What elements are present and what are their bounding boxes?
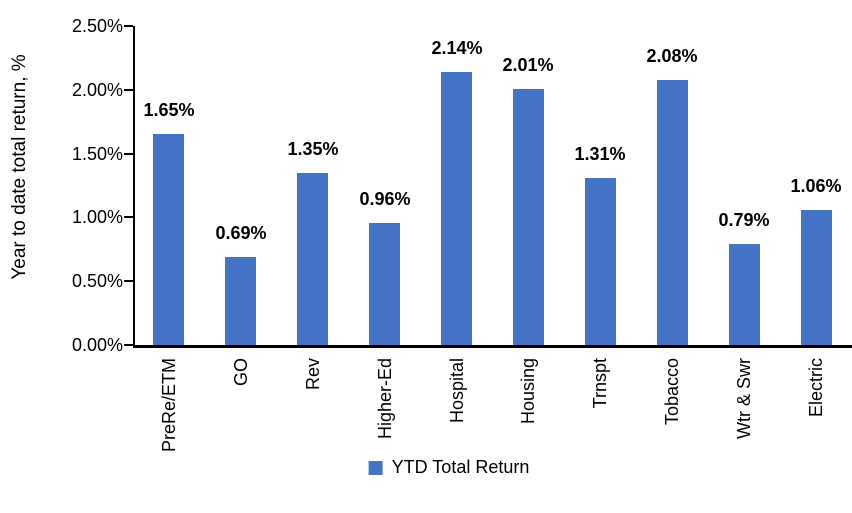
- legend: YTD Total Return: [368, 456, 530, 478]
- legend-label: YTD Total Return: [391, 457, 530, 477]
- category-label-Higher-Ed: Higher-Ed: [375, 358, 395, 440]
- bar-Rev: [297, 173, 328, 345]
- category-label-Wtr & Swr: Wtr & Swr: [734, 358, 754, 439]
- bar-value-label: 1.06%: [790, 176, 842, 196]
- plot-area: [133, 26, 852, 348]
- y-axis-title: Year to date total return, %: [9, 54, 30, 280]
- y-axis-tick-mark: [124, 216, 133, 219]
- category-label-Electric: Electric: [806, 358, 826, 418]
- category-label-Trnspt: Trnspt: [590, 358, 610, 409]
- bar-PreRe/ETM: [153, 134, 184, 345]
- bar-Trnspt: [585, 178, 616, 345]
- y-axis-tick-mark: [124, 280, 133, 283]
- category-label-GO: GO: [231, 358, 251, 387]
- legend-swatch-icon: [368, 461, 383, 475]
- category-label-Hospital: Hospital: [447, 358, 467, 424]
- y-axis-tick-mark: [124, 25, 133, 27]
- bar-Wtr & Swr: [729, 244, 760, 345]
- bar-value-label: 0.69%: [215, 223, 267, 243]
- bar-value-label: 0.79%: [718, 210, 770, 230]
- y-axis-tick-label: 0.50%: [71, 271, 123, 292]
- bar-GO: [225, 257, 256, 345]
- bar-Electric: [801, 210, 832, 345]
- bar-value-label: 2.08%: [646, 46, 698, 66]
- y-axis-tick-mark: [124, 344, 133, 346]
- bar-value-label: 1.35%: [287, 139, 339, 159]
- y-axis-tick-label: 2.00%: [71, 79, 123, 100]
- bar-value-label: 2.01%: [502, 55, 554, 75]
- y-axis-tick-label: 2.50%: [71, 16, 123, 36]
- bar-Higher-Ed: [369, 223, 400, 345]
- bar-Hospital: [441, 72, 472, 345]
- bar-value-label: 1.65%: [143, 100, 195, 120]
- y-axis-tick-label: 0.00%: [71, 335, 123, 355]
- bar-Tobacco: [657, 80, 688, 345]
- y-axis-tick-label: 1.00%: [71, 207, 123, 228]
- y-axis-tick-mark: [124, 152, 133, 155]
- category-label-PreRe/ETM: PreRe/ETM: [159, 358, 179, 453]
- y-axis-tick-mark: [124, 88, 133, 91]
- category-label-Rev: Rev: [303, 358, 323, 391]
- category-label-Tobacco: Tobacco: [662, 358, 682, 426]
- category-label-Housing: Housing: [518, 358, 538, 425]
- bar-value-label: 2.14%: [431, 38, 483, 58]
- bar-value-label: 0.96%: [359, 189, 411, 209]
- bar-Housing: [513, 89, 544, 345]
- bar-value-label: 1.31%: [574, 144, 626, 164]
- y-axis-tick-label: 1.50%: [71, 143, 123, 164]
